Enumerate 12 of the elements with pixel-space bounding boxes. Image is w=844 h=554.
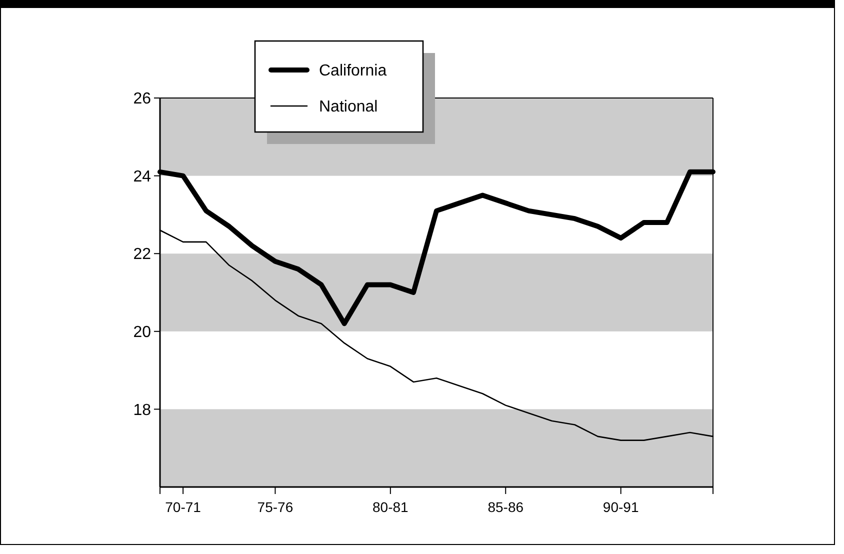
y-tick-label: 26: [133, 90, 152, 108]
y-tick-label: 20: [133, 324, 152, 341]
y-tick-label: 18: [133, 402, 152, 419]
legend-label: California: [319, 62, 387, 80]
y-tick-label: 22: [133, 246, 152, 264]
y-tick-label: 24: [133, 168, 152, 186]
x-tick-label: 75-76: [257, 499, 294, 515]
x-tick-label: 80-81: [372, 499, 409, 515]
x-tick-label: 70-71: [165, 499, 202, 515]
x-tick-label: 85-86: [488, 499, 524, 515]
x-tick-label: 90-91: [602, 499, 639, 515]
legend-label: National: [319, 98, 378, 116]
